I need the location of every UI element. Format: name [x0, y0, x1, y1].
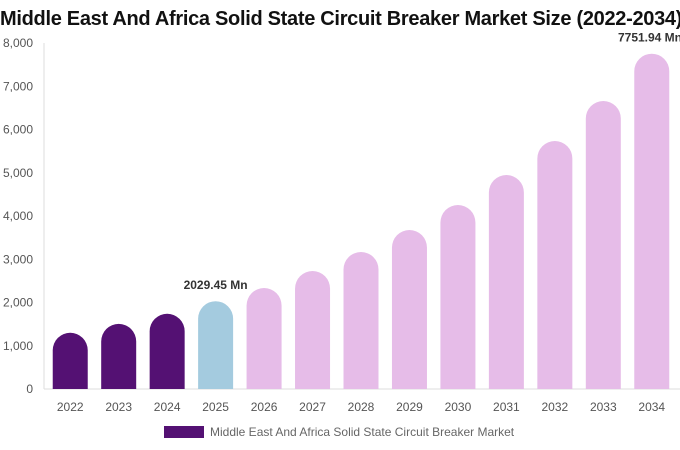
x-tick-label: 2033 [590, 400, 617, 414]
x-tick-label: 2029 [396, 400, 423, 414]
y-tick-label: 1,000 [3, 339, 33, 353]
y-tick-label: 8,000 [3, 36, 33, 50]
y-tick-label: 0 [26, 382, 33, 396]
x-tick-label: 2026 [251, 400, 278, 414]
bar-2034 [634, 53, 670, 390]
x-tick-label: 2023 [105, 400, 132, 414]
y-tick-label: 6,000 [3, 123, 33, 137]
bar-2028 [343, 251, 379, 389]
x-tick-label: 2034 [638, 400, 665, 414]
bar-2032 [537, 141, 573, 389]
bar-2022 [52, 332, 88, 389]
x-tick-label: 2024 [154, 400, 181, 414]
x-tick-label: 2027 [299, 400, 326, 414]
y-tick-label: 5,000 [3, 166, 33, 180]
x-tick-label: 2030 [445, 400, 472, 414]
y-tick-label: 7,000 [3, 79, 33, 93]
legend: Middle East And Africa Solid State Circu… [164, 425, 514, 439]
bar-2023 [101, 323, 137, 389]
x-tick-label: 2025 [202, 400, 229, 414]
bar-2026 [246, 288, 282, 389]
bar-2030 [440, 205, 476, 389]
data-label: 7751.94 Mn [618, 31, 680, 45]
bar-2027 [295, 271, 331, 389]
x-tick-label: 2022 [57, 400, 84, 414]
bar-2033 [585, 100, 621, 389]
x-tick-label: 2032 [541, 400, 568, 414]
x-tick-label: 2028 [348, 400, 375, 414]
y-tick-label: 4,000 [3, 209, 33, 223]
chart-title: Middle East And Africa Solid State Circu… [0, 8, 680, 30]
x-tick-label: 2031 [493, 400, 520, 414]
legend-label: Middle East And Africa Solid State Circu… [210, 425, 515, 439]
data-label: 2029.45 Mn [184, 278, 248, 292]
bar-2031 [488, 174, 524, 389]
bar-2024 [149, 313, 185, 389]
legend-swatch [164, 426, 204, 438]
y-tick-label: 3,000 [3, 252, 33, 266]
bar-2029 [391, 230, 427, 389]
bar-2025 [198, 301, 234, 389]
y-tick-label: 2,000 [3, 296, 33, 310]
